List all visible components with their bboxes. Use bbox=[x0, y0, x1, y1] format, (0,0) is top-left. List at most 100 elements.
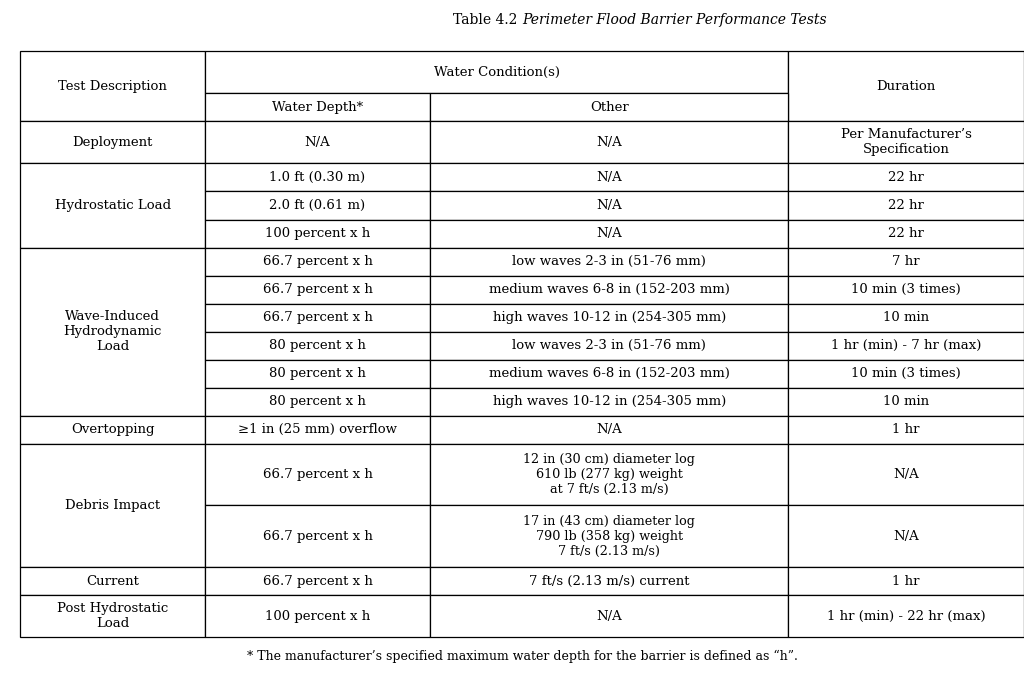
Bar bbox=[205, 388, 430, 416]
Text: Overtopping: Overtopping bbox=[71, 423, 155, 436]
Bar bbox=[20, 416, 205, 444]
Text: Other: Other bbox=[590, 101, 629, 114]
Text: 12 in (30 cm) diameter log
610 lb (277 kg) weight
at 7 ft/s (2.13 m/s): 12 in (30 cm) diameter log 610 lb (277 k… bbox=[523, 453, 695, 496]
Text: low waves 2-3 in (51-76 mm): low waves 2-3 in (51-76 mm) bbox=[512, 255, 707, 268]
Bar bbox=[788, 360, 1024, 388]
Bar bbox=[205, 192, 430, 219]
Bar bbox=[430, 360, 788, 388]
Bar bbox=[205, 506, 430, 567]
Text: 1 hr (min) - 22 hr (max): 1 hr (min) - 22 hr (max) bbox=[827, 610, 985, 623]
Text: medium waves 6-8 in (152-203 mm): medium waves 6-8 in (152-203 mm) bbox=[488, 283, 730, 296]
Bar bbox=[430, 388, 788, 416]
Bar bbox=[788, 332, 1024, 360]
Bar bbox=[205, 595, 430, 637]
Bar bbox=[205, 567, 430, 595]
Text: 7 hr: 7 hr bbox=[893, 255, 920, 268]
Text: Deployment: Deployment bbox=[73, 136, 153, 149]
Text: 10 min: 10 min bbox=[883, 395, 930, 408]
Text: 66.7 percent x h: 66.7 percent x h bbox=[262, 283, 373, 296]
Text: 1 hr (min) - 7 hr (max): 1 hr (min) - 7 hr (max) bbox=[831, 339, 981, 352]
Text: Water Condition(s): Water Condition(s) bbox=[433, 66, 560, 79]
Text: Hydrostatic Load: Hydrostatic Load bbox=[54, 199, 171, 212]
Bar bbox=[788, 164, 1024, 192]
Text: 1 hr: 1 hr bbox=[893, 575, 920, 588]
Bar bbox=[788, 219, 1024, 247]
Text: Duration: Duration bbox=[877, 80, 936, 93]
Text: high waves 10-12 in (254-305 mm): high waves 10-12 in (254-305 mm) bbox=[493, 311, 726, 324]
Text: 22 hr: 22 hr bbox=[888, 171, 925, 184]
Bar bbox=[788, 51, 1024, 121]
Bar bbox=[430, 192, 788, 219]
Text: 66.7 percent x h: 66.7 percent x h bbox=[262, 468, 373, 481]
Bar bbox=[205, 303, 430, 332]
Text: 66.7 percent x h: 66.7 percent x h bbox=[262, 530, 373, 543]
Text: Debris Impact: Debris Impact bbox=[66, 499, 160, 512]
Text: N/A: N/A bbox=[596, 610, 623, 623]
Bar bbox=[788, 444, 1024, 506]
Bar bbox=[430, 93, 788, 121]
Bar bbox=[205, 416, 430, 444]
Bar bbox=[788, 247, 1024, 275]
Text: Wave-Induced
Hydrodynamic
Load: Wave-Induced Hydrodynamic Load bbox=[63, 310, 162, 353]
Bar bbox=[205, 93, 430, 121]
Text: 10 min: 10 min bbox=[883, 311, 930, 324]
Bar bbox=[430, 444, 788, 506]
Text: 7 ft/s (2.13 m/s) current: 7 ft/s (2.13 m/s) current bbox=[529, 575, 689, 588]
Text: Perimeter Flood Barrier Performance Tests: Perimeter Flood Barrier Performance Test… bbox=[522, 14, 826, 27]
Bar bbox=[788, 595, 1024, 637]
Text: 66.7 percent x h: 66.7 percent x h bbox=[262, 311, 373, 324]
Bar bbox=[788, 192, 1024, 219]
Bar bbox=[205, 275, 430, 303]
Text: 80 percent x h: 80 percent x h bbox=[269, 367, 366, 380]
Text: 2.0 ft (0.61 m): 2.0 ft (0.61 m) bbox=[269, 199, 366, 212]
Bar bbox=[205, 219, 430, 247]
Bar bbox=[20, 247, 205, 416]
Bar bbox=[205, 332, 430, 360]
Text: 66.7 percent x h: 66.7 percent x h bbox=[262, 575, 373, 588]
Bar bbox=[430, 275, 788, 303]
Bar bbox=[430, 303, 788, 332]
Bar bbox=[430, 506, 788, 567]
Text: Per Manufacturer’s
Specification: Per Manufacturer’s Specification bbox=[841, 129, 972, 156]
Bar bbox=[788, 303, 1024, 332]
Bar bbox=[788, 388, 1024, 416]
Text: N/A: N/A bbox=[596, 423, 623, 436]
Bar bbox=[430, 595, 788, 637]
Text: N/A: N/A bbox=[893, 530, 920, 543]
Bar bbox=[430, 164, 788, 192]
Bar bbox=[205, 164, 430, 192]
Bar bbox=[430, 219, 788, 247]
Text: Current: Current bbox=[86, 575, 139, 588]
Bar bbox=[430, 567, 788, 595]
Bar bbox=[20, 164, 205, 247]
Bar bbox=[20, 51, 205, 121]
Text: 100 percent x h: 100 percent x h bbox=[265, 227, 370, 240]
Bar bbox=[205, 51, 788, 93]
Text: * The manufacturer’s specified maximum water depth for the barrier is defined as: * The manufacturer’s specified maximum w… bbox=[247, 649, 798, 662]
Bar bbox=[205, 444, 430, 506]
Text: 100 percent x h: 100 percent x h bbox=[265, 610, 370, 623]
Bar bbox=[788, 416, 1024, 444]
Bar bbox=[788, 121, 1024, 164]
Text: Water Depth*: Water Depth* bbox=[272, 101, 362, 114]
Bar bbox=[20, 567, 205, 595]
Bar bbox=[430, 416, 788, 444]
Text: N/A: N/A bbox=[596, 171, 623, 184]
Bar bbox=[430, 247, 788, 275]
Text: Test Description: Test Description bbox=[58, 80, 167, 93]
Text: ≥1 in (25 mm) overflow: ≥1 in (25 mm) overflow bbox=[238, 423, 397, 436]
Bar bbox=[205, 360, 430, 388]
Text: high waves 10-12 in (254-305 mm): high waves 10-12 in (254-305 mm) bbox=[493, 395, 726, 408]
Text: 22 hr: 22 hr bbox=[888, 227, 925, 240]
Bar bbox=[20, 595, 205, 637]
Text: 10 min (3 times): 10 min (3 times) bbox=[851, 283, 962, 296]
Text: 80 percent x h: 80 percent x h bbox=[269, 339, 366, 352]
Text: medium waves 6-8 in (152-203 mm): medium waves 6-8 in (152-203 mm) bbox=[488, 367, 730, 380]
Text: 22 hr: 22 hr bbox=[888, 199, 925, 212]
Text: 1.0 ft (0.30 m): 1.0 ft (0.30 m) bbox=[269, 171, 366, 184]
Text: N/A: N/A bbox=[304, 136, 331, 149]
Text: N/A: N/A bbox=[596, 227, 623, 240]
Bar bbox=[430, 121, 788, 164]
Text: 10 min (3 times): 10 min (3 times) bbox=[851, 367, 962, 380]
Text: N/A: N/A bbox=[596, 199, 623, 212]
